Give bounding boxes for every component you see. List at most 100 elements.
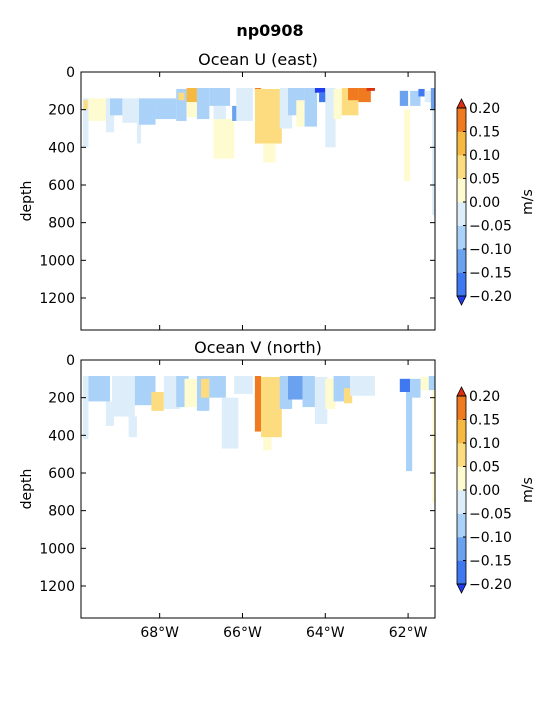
- colorbar-tick-label: 0.00: [469, 483, 500, 499]
- heatmap-cell: [302, 376, 315, 408]
- y-tick-label: 0: [66, 65, 75, 81]
- plot-v: 0 200 400 600 800 1000 1200 68°W 66°W 64°W 62°W: [39, 353, 436, 641]
- colorbar-segment: [457, 537, 466, 561]
- heatmap-cell: [366, 88, 375, 91]
- heatmap-cell: [122, 98, 139, 123]
- y-tick-label: 200: [48, 103, 75, 119]
- colorbar-tick-label: −0.10: [469, 530, 512, 546]
- heatmap-cell: [314, 376, 328, 425]
- colorbar-label: m/s: [520, 477, 536, 503]
- colorbar-segment: [457, 272, 466, 297]
- heatmap-cell: [254, 88, 282, 144]
- heatmap-cell: [288, 376, 303, 400]
- heatmap-cell: [254, 376, 262, 432]
- heatmap-cell: [261, 376, 282, 438]
- colorbar-segment: [457, 225, 466, 250]
- heatmap-cell: [213, 119, 235, 159]
- heatmap-cell: [155, 98, 177, 120]
- colorbar-v: −0.20 −0.15 −0.10 −0.05 0.00 0.05 0.10 0.15 0.20…: [456, 386, 536, 594]
- heatmap-cell: [83, 100, 88, 110]
- colorbar-segment: [457, 108, 466, 132]
- ylabel-u: depth: [19, 181, 35, 222]
- heatmap-cell: [428, 376, 435, 391]
- colorbar-segment: [457, 131, 466, 156]
- y-tick-label: 0: [66, 353, 75, 369]
- heatmap-cell: [221, 397, 239, 449]
- heatmap-cell: [196, 88, 210, 120]
- ylabel-v: depth: [19, 469, 35, 510]
- y-tick-label: 1200: [39, 579, 75, 595]
- y-tick-label: 400: [48, 140, 75, 156]
- panel-title-v: Ocean V (north): [194, 338, 322, 357]
- heatmap-cell: [83, 98, 89, 148]
- y-tick-label: 200: [48, 391, 75, 407]
- colorbar-extend-min: [456, 295, 467, 306]
- heatmap-cell: [186, 88, 197, 103]
- x-tick-label: 62°W: [389, 625, 428, 641]
- heatmap-cell: [83, 376, 89, 440]
- y-tick-label: 600: [48, 178, 75, 194]
- heatmap-cell: [424, 90, 431, 103]
- heatmap-cell: [348, 88, 359, 101]
- heatmap-cell: [420, 376, 429, 391]
- heatmap-cell: [430, 88, 435, 110]
- y-tick-label: 600: [48, 466, 75, 482]
- colorbar-segment: [457, 513, 466, 538]
- panel-title-u: Ocean U (east): [198, 50, 318, 69]
- colorbar-tick-label: 0.15: [469, 125, 500, 141]
- colorbar-segment: [457, 419, 466, 444]
- colorbar-tick-label: 0.05: [469, 172, 500, 188]
- heatmap-cell: [128, 416, 137, 438]
- heatmap-cell: [176, 88, 187, 121]
- colorbar-extend-min: [456, 583, 467, 594]
- colorbar-tick-label: −0.10: [469, 242, 512, 258]
- heatmap-cell: [410, 378, 421, 398]
- heatmap-cell: [112, 376, 135, 417]
- heatmap-cell: [304, 88, 317, 127]
- heatmap-cell: [399, 90, 409, 106]
- colorbar-segment: [457, 155, 466, 179]
- heatmap-cell: [134, 376, 156, 406]
- colorbar-segment: [457, 202, 466, 226]
- heatmap-cell: [350, 376, 375, 396]
- heatmap-cell: [109, 98, 123, 116]
- colorbar-segment: [457, 249, 466, 273]
- colorbar-tick-label: −0.05: [469, 507, 512, 523]
- y-tick-label: 800: [48, 504, 75, 520]
- heatmap-cell: [343, 388, 353, 404]
- colorbar-tick-label: 0.10: [469, 436, 500, 452]
- axes-frame: [80, 359, 436, 619]
- y-tick-label: 800: [48, 216, 75, 232]
- y-tick-label: 400: [48, 428, 75, 444]
- heatmap-cell: [138, 98, 156, 125]
- colorbar-tick-label: 0.20: [469, 101, 500, 117]
- y-tick-label: 1000: [39, 541, 75, 557]
- heatmap-cell: [178, 92, 185, 101]
- x-tick-label: 68°W: [140, 625, 179, 641]
- colorbar-segment: [457, 560, 466, 585]
- colorbar-tick-label: −0.20: [469, 289, 512, 305]
- heatmap-cell: [136, 119, 142, 144]
- heatmap-cells: [83, 376, 435, 504]
- heatmap-cell: [403, 109, 411, 182]
- colorbar-segment: [457, 178, 466, 203]
- colorbar-tick-label: −0.15: [469, 266, 512, 282]
- x-tick-label: 66°W: [223, 625, 262, 641]
- colorbar-tick-label: 0.15: [469, 413, 500, 429]
- plot-u: 0 200 400 600 800 1000 1200: [39, 65, 436, 331]
- panel-ocean-u: Ocean U (east) depth 0 200 400 600 800 1000 12…: [19, 50, 536, 331]
- y-tick-label: 1000: [39, 253, 75, 269]
- colorbar-segment: [457, 466, 466, 491]
- heatmap-cell: [88, 98, 110, 121]
- heatmap-cell: [432, 109, 435, 216]
- colorbar-tick-label: 0.05: [469, 460, 500, 476]
- heatmap-cell: [213, 105, 226, 123]
- colorbar-tick-label: 0.00: [469, 195, 500, 211]
- figure-title: np0908: [236, 21, 303, 40]
- heatmap-cell: [358, 88, 371, 103]
- colorbar-segment: [457, 443, 466, 467]
- colorbar-tick-label: −0.20: [469, 577, 512, 593]
- colorbar-tick-label: 0.20: [469, 389, 500, 405]
- heatmap-cell: [333, 88, 342, 120]
